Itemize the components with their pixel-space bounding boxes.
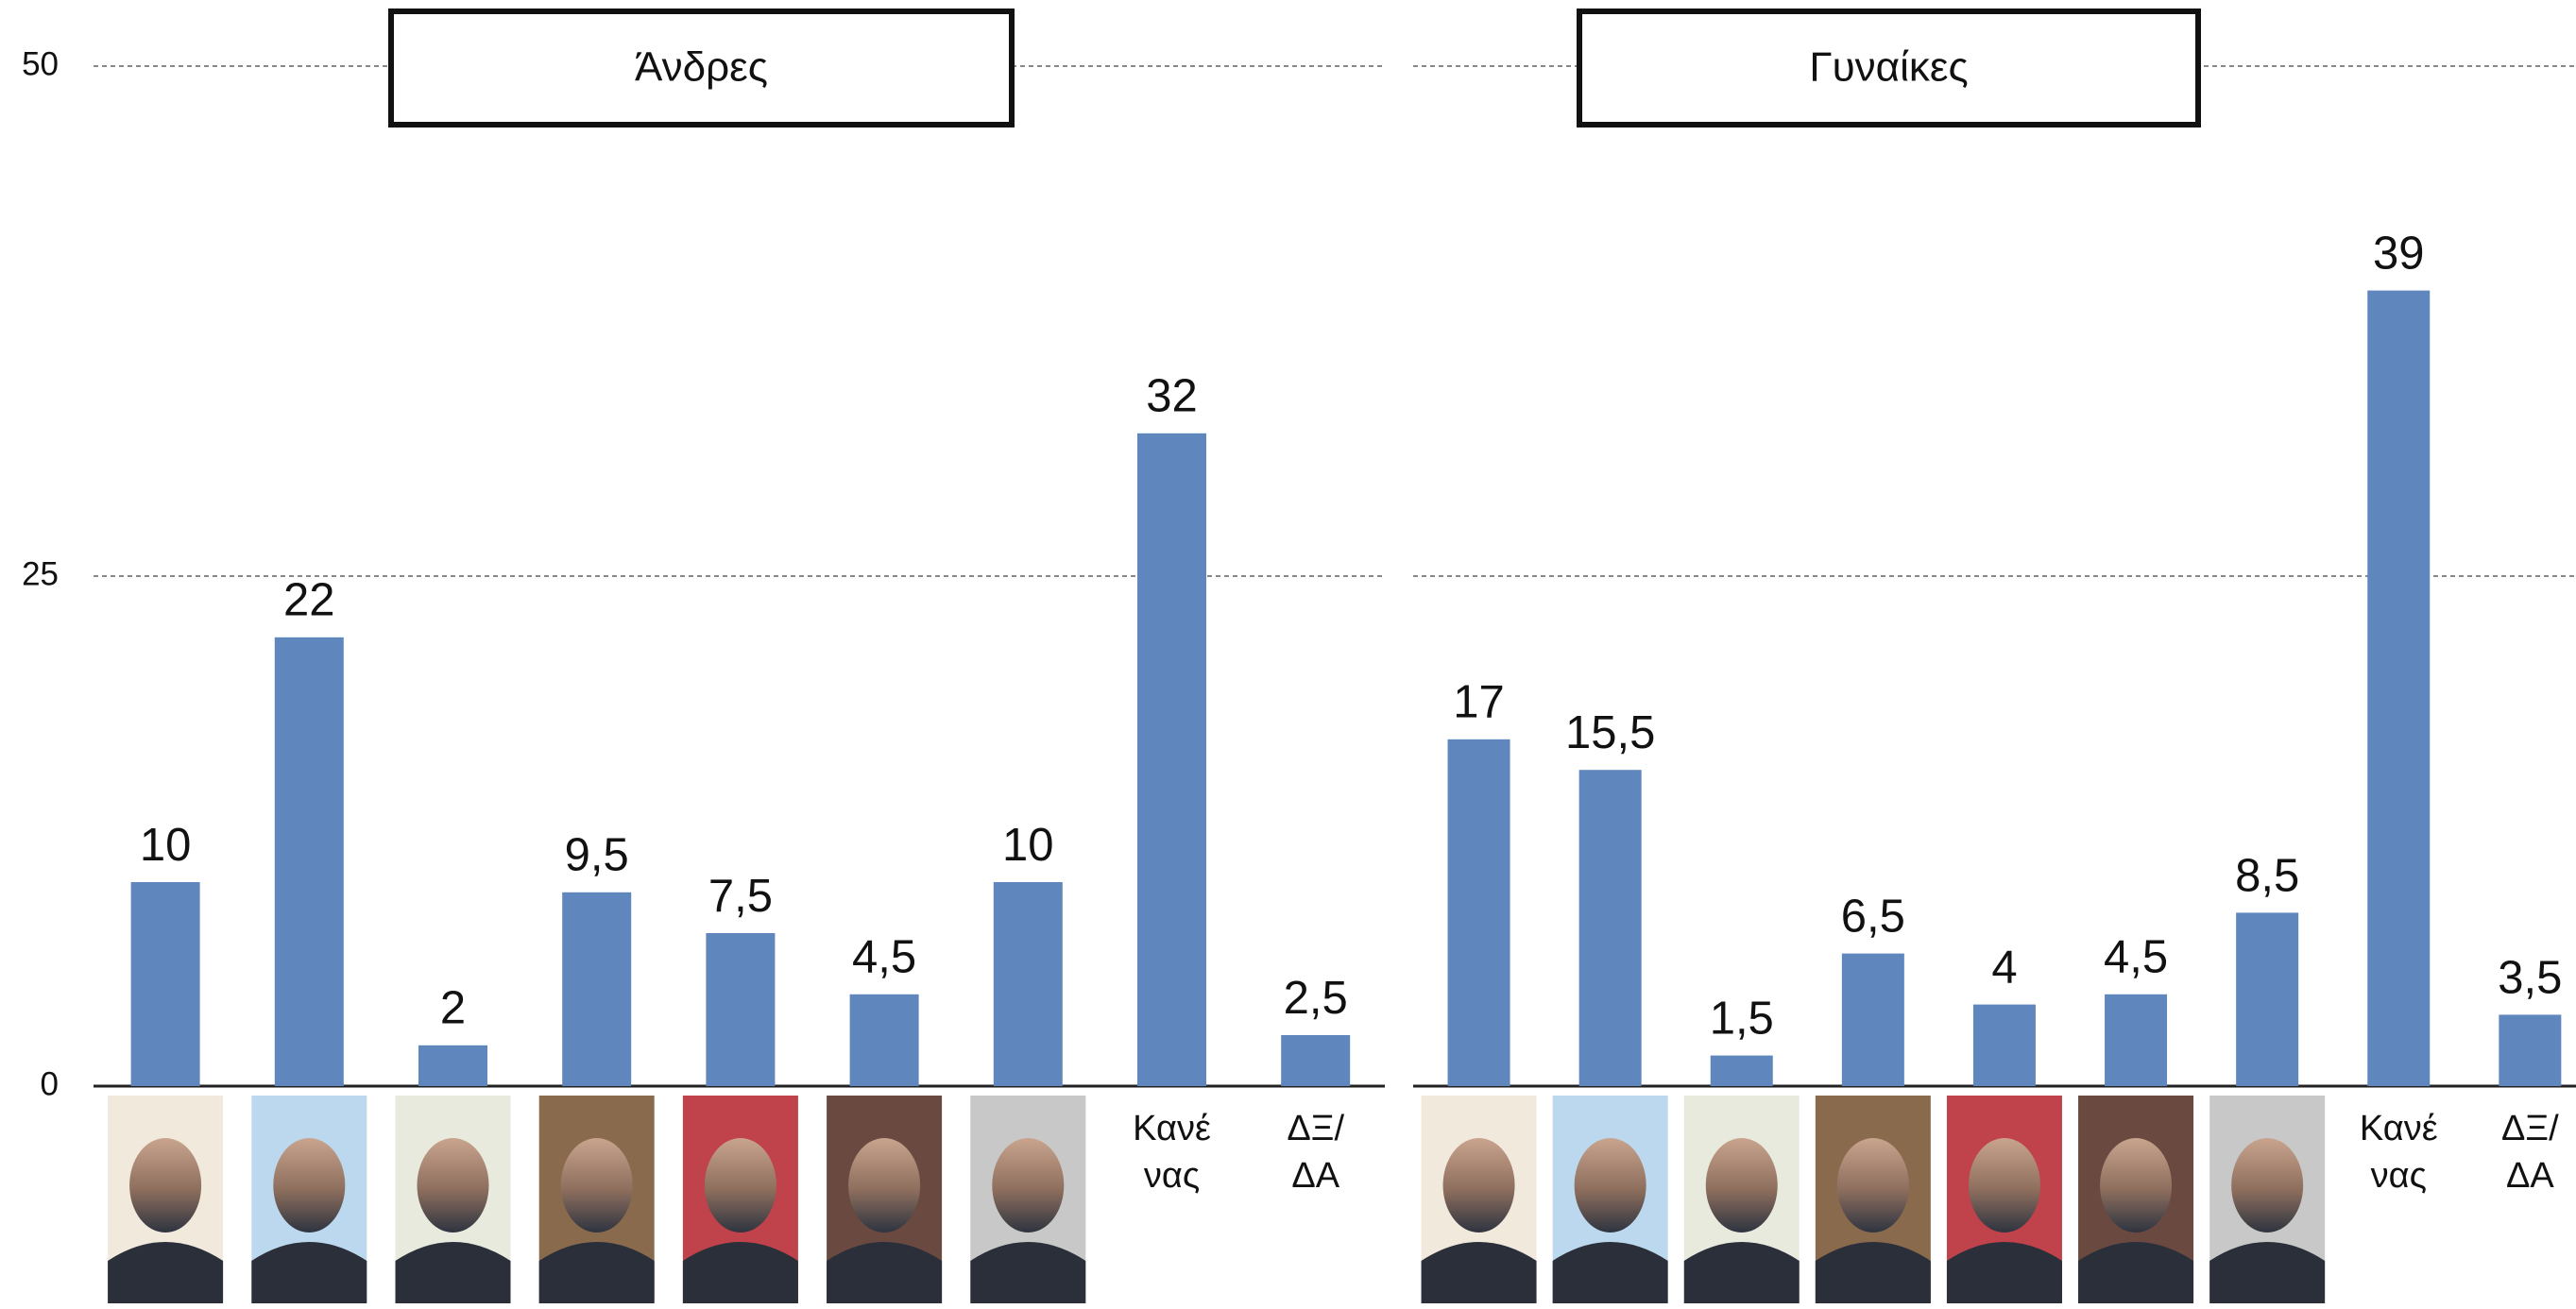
title-box <box>1577 8 2201 128</box>
photo-face <box>1836 1138 1909 1232</box>
value-label: 4,5 <box>852 932 916 983</box>
bar <box>562 892 632 1086</box>
bar <box>2367 290 2431 1087</box>
value-label: 2,5 <box>1284 973 1348 1024</box>
value-label: 9,5 <box>565 830 629 881</box>
photo-face <box>1442 1138 1515 1232</box>
value-label: 3,5 <box>2498 952 2562 1003</box>
photo-body <box>1683 1242 1800 1303</box>
bar <box>130 882 200 1086</box>
photos <box>108 1096 2326 1303</box>
value-label: 22 <box>283 575 335 626</box>
value-label: 8,5 <box>2235 850 2299 901</box>
photo-body <box>538 1242 655 1303</box>
photo-body <box>2209 1242 2326 1303</box>
bar <box>418 1045 487 1086</box>
value-label: 7,5 <box>708 871 773 922</box>
x-tick-label: ΔΞ/ ΔΑ <box>1287 1109 1344 1196</box>
photo-body <box>1946 1242 2062 1303</box>
photo-face <box>2100 1138 2173 1232</box>
photo-body <box>1552 1242 1668 1303</box>
photo-face <box>704 1138 776 1232</box>
photo-body <box>1815 1242 1931 1303</box>
value-label: 17 <box>1453 677 1505 728</box>
y-tick-label: 25 <box>22 555 59 592</box>
value-label: 10 <box>140 820 192 871</box>
bar <box>1281 1035 1351 1086</box>
bar <box>1447 739 1510 1086</box>
value-label: 39 <box>2373 229 2425 280</box>
y-tick-label: 50 <box>22 45 59 82</box>
photo-face <box>2231 1138 2304 1232</box>
photo-body <box>827 1242 943 1303</box>
chart-title: Άνδρες <box>635 44 768 91</box>
photo-body <box>108 1242 224 1303</box>
value-label: 4,5 <box>2104 932 2168 983</box>
bar <box>2236 912 2299 1086</box>
photo-face <box>1705 1138 1778 1232</box>
value-label: 32 <box>1146 371 1198 422</box>
value-label: 6,5 <box>1841 892 1905 943</box>
photo-face <box>992 1138 1065 1232</box>
bar <box>1972 1004 2036 1086</box>
bar <box>993 882 1063 1086</box>
x-tick-label: Κανέ νας <box>1133 1109 1211 1196</box>
bar <box>849 994 919 1086</box>
photo-body <box>970 1242 1086 1303</box>
photo-body <box>395 1242 511 1303</box>
photo-body <box>1421 1242 1537 1303</box>
photo-face <box>560 1138 633 1232</box>
photo-face <box>417 1138 489 1232</box>
photo-face <box>1574 1138 1646 1232</box>
chart-title: Γυναίκες <box>1809 44 1968 91</box>
photo-face <box>129 1138 202 1232</box>
value-label: 4 <box>1991 943 2017 994</box>
bar <box>2105 994 2168 1086</box>
photo-face <box>848 1138 921 1232</box>
bar <box>706 933 776 1086</box>
bar <box>1710 1055 1773 1086</box>
bar <box>1578 770 1642 1086</box>
y-tick-label: 0 <box>41 1065 59 1102</box>
title-box <box>388 8 1015 128</box>
bar <box>1137 433 1206 1086</box>
photo-body <box>682 1242 798 1303</box>
bar <box>1841 953 1904 1086</box>
value-label: 10 <box>1002 820 1054 871</box>
value-label: 15,5 <box>1565 707 1655 758</box>
bar <box>2499 1014 2562 1086</box>
bar <box>274 637 344 1086</box>
value-label: 1,5 <box>1710 994 1774 1045</box>
photo-face <box>1968 1138 2040 1232</box>
x-tick-label: Κανέ νας <box>2359 1109 2438 1196</box>
photo-body <box>2078 1242 2194 1303</box>
value-label: 2 <box>440 983 466 1034</box>
photo-body <box>251 1242 367 1303</box>
photo-face <box>273 1138 346 1232</box>
x-tick-label: ΔΞ/ ΔΑ <box>2501 1109 2559 1196</box>
